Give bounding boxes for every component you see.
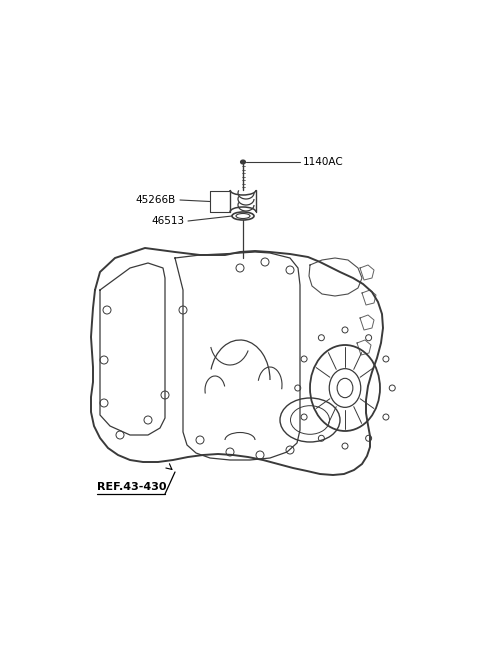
Text: 46513: 46513 [152, 216, 185, 226]
Text: 1140AC: 1140AC [303, 157, 344, 167]
Text: 45266B: 45266B [136, 195, 176, 205]
Text: REF.43-430: REF.43-430 [97, 482, 167, 492]
Ellipse shape [240, 160, 245, 164]
